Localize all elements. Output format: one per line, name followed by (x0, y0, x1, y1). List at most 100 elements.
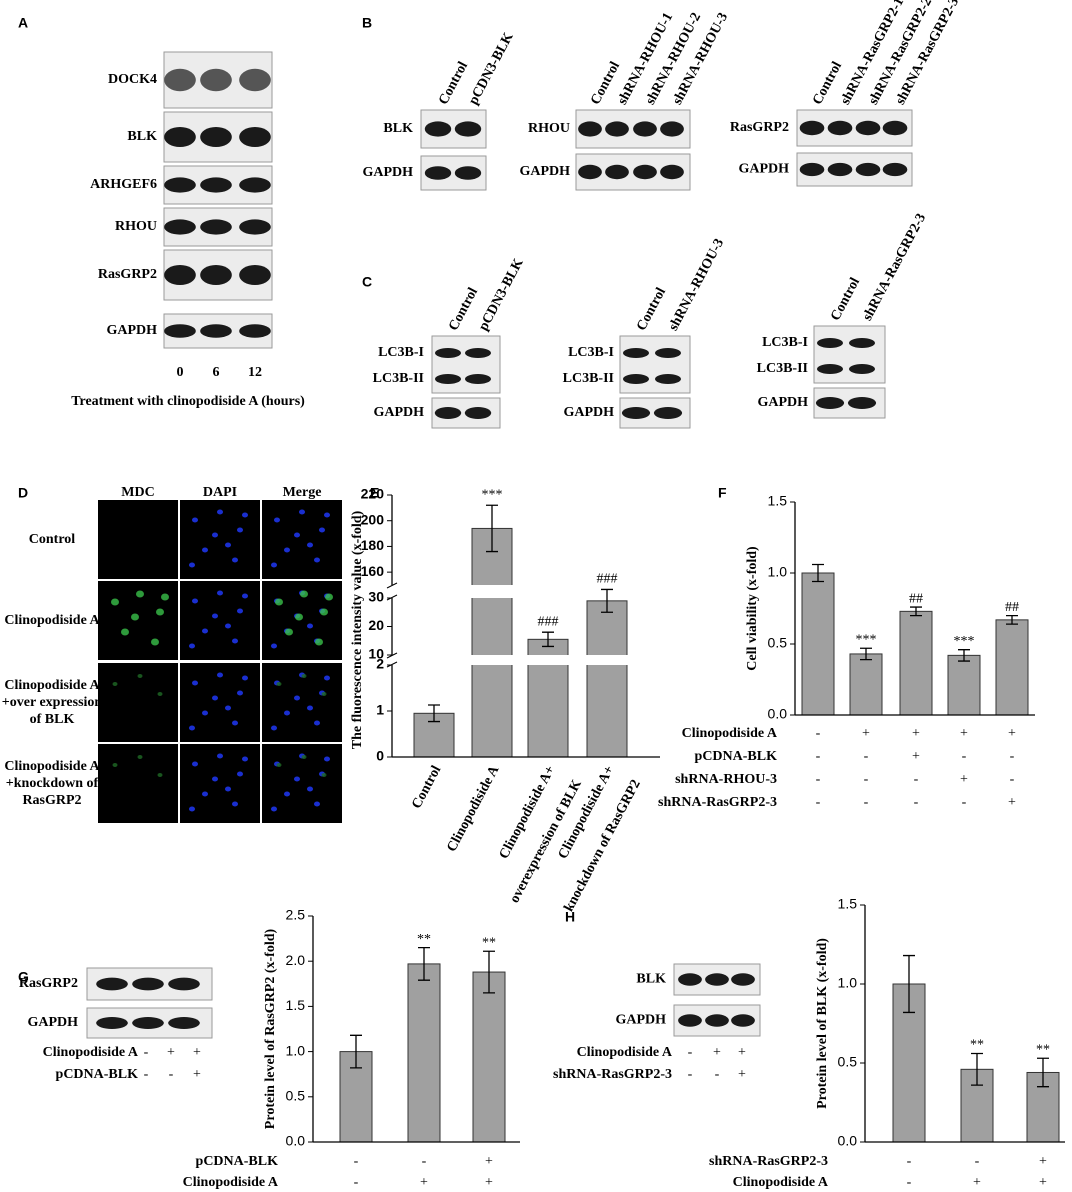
band (827, 162, 853, 177)
band (847, 397, 877, 409)
condition-sign: + (1039, 1154, 1047, 1169)
nucleus (242, 675, 248, 681)
nucleus (202, 547, 208, 553)
band (164, 177, 196, 193)
nucleus (237, 690, 243, 696)
mdc-signal (276, 682, 282, 686)
mdc-signal (321, 692, 327, 696)
error-bar (860, 647, 872, 661)
row-label: LC3B-II (757, 361, 808, 376)
band (799, 120, 825, 136)
annotation: *** (954, 634, 975, 649)
row-label: GAPDH (563, 405, 614, 420)
band (96, 1017, 128, 1029)
nucleus (271, 562, 277, 568)
band (424, 166, 452, 180)
lane-label: 6 (213, 365, 220, 380)
row-label: ARHGEF6 (90, 177, 157, 192)
y-tick-label: 0.5 (286, 1088, 306, 1104)
band (578, 164, 602, 180)
condition-sign: - (816, 772, 821, 787)
condition-sign: - (816, 795, 821, 810)
error-bar (812, 563, 824, 583)
mdc-signal (275, 598, 283, 606)
y-tick-label: 1.5 (286, 997, 306, 1013)
band (623, 374, 649, 384)
nucleus (232, 638, 238, 644)
condition-sign: + (738, 1045, 746, 1060)
column-label: Merge (283, 485, 322, 500)
lane-label: shRNA-RasGRP2-3 (860, 211, 929, 323)
band (855, 162, 881, 177)
mdc-signal (157, 692, 163, 696)
panel-letter: C (362, 274, 372, 290)
panel-letter: B (362, 15, 372, 31)
axis-break (386, 585, 660, 598)
band (653, 407, 683, 419)
lane-label: 12 (248, 365, 262, 380)
condition-sign: - (1010, 772, 1015, 787)
band (200, 265, 232, 285)
condition-sign: + (912, 749, 920, 764)
nucleus (237, 608, 243, 614)
condition-sign: + (485, 1175, 493, 1190)
annotation: ### (597, 572, 618, 587)
mdc-signal (137, 674, 143, 678)
nucleus (217, 590, 223, 596)
nucleus (217, 509, 223, 515)
condition-sign: - (715, 1067, 720, 1082)
panel-letter: F (718, 485, 727, 501)
mdc-signal (112, 682, 118, 686)
band (633, 164, 657, 180)
row-label: RasGRP2 (22, 793, 81, 808)
condition-sign: - (864, 772, 869, 787)
band (705, 973, 729, 986)
band (132, 977, 164, 991)
panel-letter: H (565, 909, 575, 925)
column-label: MDC (121, 485, 154, 500)
band (660, 164, 684, 180)
lane-label: 0 (177, 365, 184, 380)
y-axis-title: Protein level of RasGRP2 (x-fold) (263, 928, 278, 1129)
caption: Treatment with clinopodiside A (hours) (71, 394, 305, 409)
bar (471, 527, 513, 758)
annotation: ** (482, 935, 496, 950)
condition-sign: - (975, 1154, 980, 1169)
condition-label: shRNA-RHOU-3 (675, 772, 777, 787)
band (200, 219, 232, 235)
nucleus (232, 720, 238, 726)
y-tick-label: 1 (376, 702, 384, 718)
band (239, 324, 271, 338)
mdc-signal (325, 593, 333, 601)
band (239, 177, 271, 193)
nucleus (242, 593, 248, 599)
y-tick-label: 0.0 (838, 1133, 858, 1149)
axis-break (386, 655, 660, 665)
mdc-signal (276, 763, 282, 767)
condition-sign: - (914, 795, 919, 810)
nucleus (225, 542, 231, 548)
row-label: Clinopodiside A (4, 678, 100, 693)
lane-label: shRNA-RHOU-3 (666, 236, 727, 333)
band (164, 127, 196, 147)
condition-label: Clinopodiside A (43, 1045, 139, 1060)
annotation: ### (538, 614, 559, 629)
nucleus (192, 761, 198, 767)
y-tick-label: 2.5 (286, 907, 306, 923)
row-label: BLK (636, 972, 666, 987)
annotation: ** (1036, 1042, 1050, 1057)
condition-sign: + (862, 726, 870, 741)
band (96, 977, 128, 991)
nucleus (189, 643, 195, 649)
row-label: RasGRP2 (19, 976, 78, 991)
row-label: of BLK (30, 712, 75, 727)
annotation: ** (970, 1038, 984, 1053)
band (623, 348, 649, 358)
nucleus (284, 710, 290, 716)
band (605, 121, 629, 137)
row-label: RHOU (528, 121, 570, 136)
error-bar (542, 631, 554, 648)
y-axis-title: The fluorescence intensity value (x-fold… (350, 510, 365, 749)
nucleus (271, 643, 277, 649)
